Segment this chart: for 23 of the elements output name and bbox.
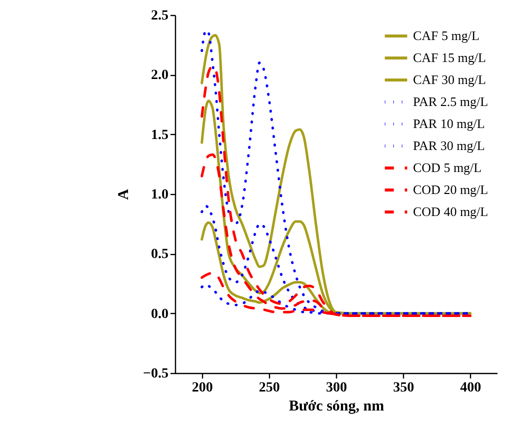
legend-label: CAF 15 mg/L [413, 50, 486, 65]
legend-label: COD 40 mg/L [413, 204, 488, 219]
x-tick-label: 350 [393, 380, 414, 396]
x-tick-label: 300 [326, 380, 347, 396]
legend-label: PAR 30 mg/L [413, 138, 485, 153]
x-tick-label: 200 [192, 380, 213, 396]
x-axis-title: Bước sóng, nm [288, 398, 385, 414]
x-tick-label: 400 [460, 380, 482, 396]
legend-label: COD 5 mg/L [413, 160, 482, 175]
y-tick-label: 2.5 [151, 8, 168, 24]
y-tick-label: 2.0 [151, 68, 168, 84]
legend-label: COD 20 mg/L [413, 182, 488, 197]
legend-label: PAR 2.5 mg/L [413, 94, 488, 109]
legend-label: CAF 30 mg/L [413, 72, 486, 87]
y-tick-label: 1.5 [151, 128, 168, 143]
y-tick-label: 0.0 [151, 306, 168, 322]
y-tick-label: 0.5 [151, 247, 168, 262]
x-tick-label: 250 [258, 380, 280, 396]
y-axis-title: A [116, 188, 132, 200]
legend-label: CAF 5 mg/L [413, 28, 480, 43]
y-tick-label: 1.0 [151, 188, 168, 202]
y-tick-label: −0.5 [143, 366, 168, 382]
legend-label: PAR 10 mg/L [413, 116, 485, 131]
